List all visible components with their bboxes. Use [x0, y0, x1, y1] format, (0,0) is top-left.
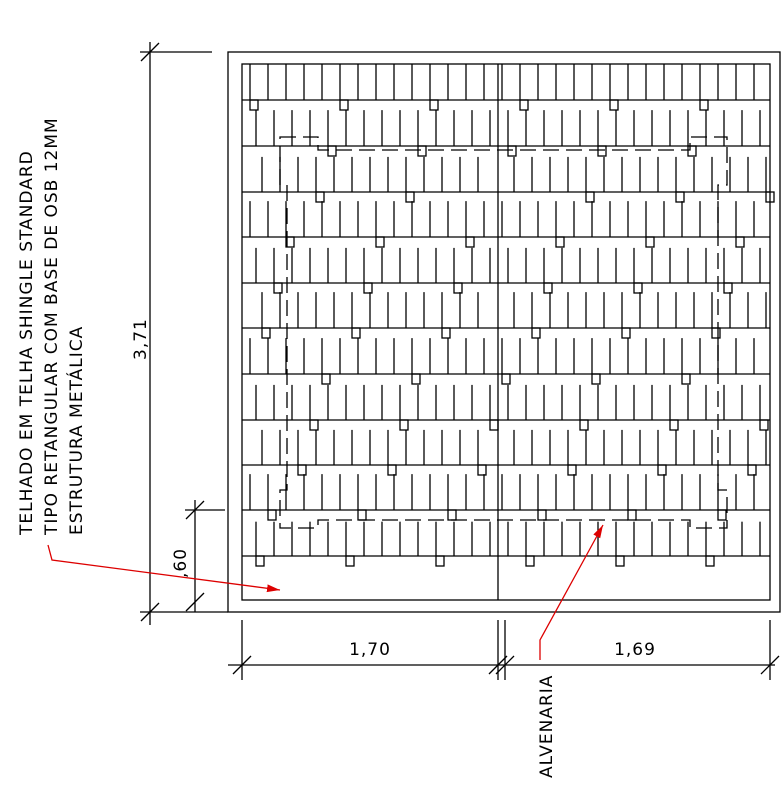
shingle-tab	[747, 464, 757, 476]
shingle-tab	[297, 464, 307, 476]
shingle-tab	[681, 373, 691, 385]
shingle-tab	[477, 464, 487, 476]
dim-left: 1,70	[349, 640, 391, 660]
shingle-tab	[447, 509, 457, 521]
shingle-tab	[687, 145, 697, 157]
dim-height: 3,71	[131, 318, 151, 360]
shingle-tab	[255, 555, 265, 567]
shingle-tab	[267, 509, 277, 521]
shingle-tab	[357, 509, 367, 521]
shingle-tab	[585, 191, 595, 203]
shingle-tab	[405, 191, 415, 203]
shingle-tab	[645, 236, 655, 248]
shingle-tab	[705, 555, 715, 567]
shingle-tab	[723, 282, 733, 294]
shingle-tab	[387, 464, 397, 476]
shingle-tab	[657, 464, 667, 476]
shingle-tab	[759, 419, 769, 431]
leader	[539, 524, 604, 660]
shingle-tab	[285, 236, 295, 248]
tick	[185, 500, 205, 520]
shingle-tab	[465, 236, 475, 248]
shingle-tab	[315, 191, 325, 203]
shingle-tab	[675, 191, 685, 203]
shingle-tab	[537, 509, 547, 521]
shingle-tab	[525, 555, 535, 567]
shingle-tab	[309, 419, 319, 431]
annotations: TELHADO EM TELHA SHINGLE STANDARD TIPO R…	[17, 117, 604, 778]
shingle-tab	[261, 327, 271, 339]
tick	[140, 42, 160, 62]
roof-plan	[227, 51, 781, 613]
shingle-tab	[417, 145, 427, 157]
roof-outline	[227, 51, 781, 613]
shingle-tab	[327, 145, 337, 157]
tick	[760, 655, 780, 675]
tick	[232, 655, 252, 675]
shingle-tab	[507, 145, 517, 157]
tick	[185, 592, 205, 612]
dim-right: 1,69	[614, 640, 656, 660]
roof-inner	[241, 63, 771, 601]
shingle-tab	[375, 236, 385, 248]
shingle-tab	[339, 99, 349, 111]
shingle-tab	[735, 236, 745, 248]
shingle-tab	[501, 373, 511, 385]
shingle-tab	[615, 555, 625, 567]
tick	[488, 655, 508, 675]
dim-overhang: ,60	[171, 548, 191, 578]
shingle-tab	[363, 282, 373, 294]
shingle-tab	[489, 419, 499, 431]
shingle-tab	[543, 282, 553, 294]
wall-outline	[279, 136, 728, 529]
shingle-tab	[519, 99, 529, 111]
shingle-tab	[627, 509, 637, 521]
note-line: TIPO RETANGULAR COM BASE DE OSB 12MM	[42, 117, 62, 536]
shingle-tab	[441, 327, 451, 339]
shingle-tab	[597, 145, 607, 157]
shingle-tab	[699, 99, 709, 111]
shingle-tab	[621, 327, 631, 339]
shingle-tab	[351, 327, 361, 339]
shingle-tab	[711, 327, 721, 339]
shingle-tab	[411, 373, 421, 385]
shingle-tab	[453, 282, 463, 294]
shingle-tab	[669, 419, 679, 431]
shingle-tab	[273, 282, 283, 294]
shingle-tab	[555, 236, 565, 248]
shingle-tab	[717, 509, 727, 521]
shingle-tab	[399, 419, 409, 431]
note-line: TELHADO EM TELHA SHINGLE STANDARD	[17, 150, 37, 536]
shingle-tab	[345, 555, 355, 567]
leader	[47, 544, 281, 593]
note-line: ESTRUTURA METÁLICA	[65, 326, 87, 535]
wall-label: ALVENARIA	[537, 675, 557, 778]
tick	[140, 602, 160, 622]
dimensions: 3,71 ,60 1,70 1,69	[131, 42, 780, 680]
shingle-tab	[765, 191, 775, 203]
shingle-tab	[321, 373, 331, 385]
shingle-tab	[429, 99, 439, 111]
shingle-tab	[249, 99, 259, 111]
shingle-tab	[633, 282, 643, 294]
shingle-tab	[567, 464, 577, 476]
shingle-tab	[609, 99, 619, 111]
shingle-tab	[531, 327, 541, 339]
shingle-tab	[591, 373, 601, 385]
tick	[495, 655, 515, 675]
shingle-tab	[579, 419, 589, 431]
shingle-tab	[435, 555, 445, 567]
